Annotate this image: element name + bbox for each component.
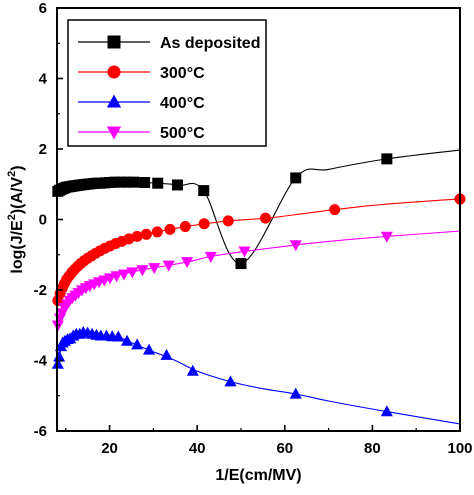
y-axis-title-sup2: 2 [6, 171, 18, 177]
legend-marker-3 [106, 126, 122, 140]
data-point-3-18 [126, 267, 139, 279]
data-point-3-22 [181, 257, 194, 269]
x-tick-label: 100 [447, 440, 472, 457]
data-point-2-22 [186, 364, 199, 376]
data-point-1-24 [179, 221, 191, 233]
y-axis-title-part3: ) [9, 165, 26, 170]
data-point-0-29 [290, 172, 302, 184]
series-line-1 [56, 198, 461, 307]
y-tick-label: 4 [39, 71, 48, 88]
data-point-1-22 [151, 226, 163, 238]
data-point-0-28 [235, 258, 247, 270]
data-point-3-17 [117, 269, 131, 281]
data-point-2-20 [142, 343, 156, 355]
legend-marker-0 [107, 35, 121, 49]
y-tick-label: 6 [39, 0, 47, 17]
data-point-3-19 [136, 265, 149, 277]
series-markers [51, 153, 466, 417]
data-point-1-26 [222, 215, 234, 227]
y-tick-label: 2 [39, 141, 47, 158]
legend-label-0: As deposited [160, 35, 260, 52]
data-point-0-22 [121, 176, 133, 188]
data-point-0-25 [152, 177, 164, 189]
y-tick-label: 0 [39, 212, 47, 229]
data-point-3-24 [238, 246, 251, 258]
data-point-3-21 [162, 260, 175, 272]
data-point-0-20 [109, 176, 121, 188]
y-tick-label: -4 [34, 353, 48, 370]
legend-marker-2 [106, 94, 122, 108]
y-axis-title-sup1: 2 [6, 214, 18, 220]
data-point-2-23 [224, 375, 237, 387]
x-axis-title: 1/E(cm/MV) [215, 467, 301, 484]
y-tick-label: -2 [34, 282, 47, 299]
y-tick-label: -6 [34, 423, 47, 440]
data-point-1-21 [140, 228, 152, 240]
data-point-0-24 [139, 176, 151, 188]
x-axis-ticks: 20 40 60 80 100 [65, 425, 473, 457]
legend-label-3: 500°C [160, 125, 205, 142]
data-point-3-16 [110, 271, 123, 283]
data-point-3-26 [380, 231, 393, 243]
series-lines [56, 149, 461, 425]
legend: As deposited 300°C 400°C 500°C [67, 19, 267, 147]
data-point-3-25 [289, 240, 302, 252]
x-tick-label: 40 [189, 440, 206, 457]
data-point-1-25 [198, 218, 210, 230]
data-point-0-23 [128, 176, 140, 188]
data-point-1-27 [260, 212, 272, 224]
y-axis-ticks: -6 -4 -2 0 2 4 6 [34, 0, 63, 440]
x-tick-label: 20 [101, 440, 118, 457]
data-point-2-18 [121, 334, 134, 346]
legend-marker-1 [107, 65, 121, 79]
legend-label-2: 400°C [160, 95, 205, 112]
data-point-2-21 [160, 348, 173, 360]
data-point-3-23 [204, 251, 217, 263]
data-point-0-30 [381, 153, 393, 165]
data-point-1-19 [123, 233, 135, 245]
y-axis-title-part1: log(J/E [9, 220, 26, 274]
legend-box [67, 19, 267, 147]
data-point-0-27 [198, 185, 210, 197]
data-point-0-21 [115, 176, 127, 188]
data-point-2-25 [380, 405, 393, 417]
data-point-1-20 [131, 230, 143, 242]
data-point-3-20 [148, 263, 161, 275]
data-point-2-17 [112, 330, 125, 342]
x-tick-label: 60 [276, 440, 293, 457]
data-point-3-15 [103, 273, 117, 285]
data-point-1-28 [329, 204, 341, 216]
data-point-0-26 [171, 179, 183, 191]
series-line-2 [56, 332, 461, 425]
data-point-2-24 [289, 387, 302, 399]
x-tick-label: 80 [364, 440, 381, 457]
legend-label-1: 300°C [160, 65, 205, 82]
y-axis-title-part2: )(A/V [9, 177, 26, 215]
data-point-1-23 [164, 223, 176, 235]
y-axis-title: log(J/E2)(A/V2) [6, 165, 26, 273]
data-point-2-19 [131, 338, 144, 350]
